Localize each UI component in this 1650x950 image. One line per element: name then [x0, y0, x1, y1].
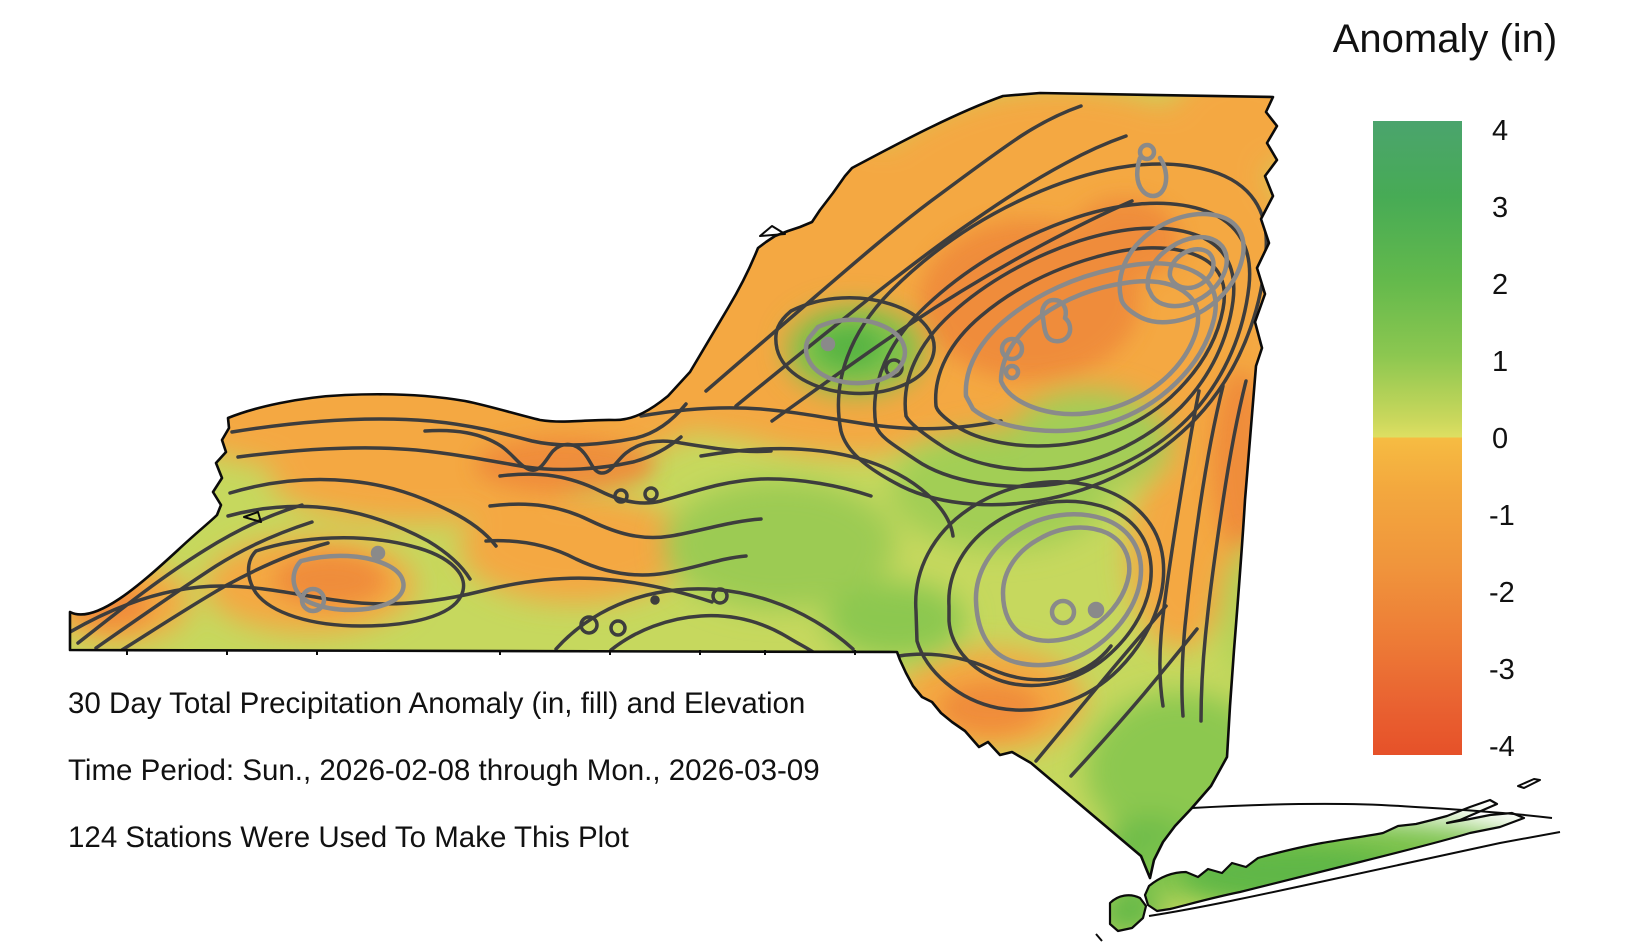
anomaly-fill-field	[70, 93, 1524, 931]
colorbar-title: Anomaly (in)	[1333, 17, 1558, 61]
caption-line-1: 30 Day Total Precipitation Anomaly (in, …	[68, 687, 805, 720]
colorbar-tick: 1	[1492, 346, 1508, 378]
colorbar-tick: -2	[1489, 577, 1515, 609]
connecticut-shoreline	[1191, 802, 1553, 819]
colorbar-tick: -1	[1489, 500, 1515, 532]
elevation-contours-high	[291, 142, 1246, 668]
colorbar-tick: 3	[1492, 192, 1508, 224]
colorbar-gradient	[1373, 121, 1462, 755]
small-coast-mark	[1095, 933, 1103, 942]
border-contour-stubs	[126, 650, 856, 655]
lake-ontario-islet-outline	[759, 225, 786, 237]
barrier-shoreline	[1148, 831, 1561, 917]
colorbar-tick-labels: 4 3 2 1 0 -1 -2 -3 -4	[1489, 115, 1515, 763]
colorbar-tick: -4	[1489, 731, 1515, 763]
colorbar-tick: 2	[1492, 269, 1508, 301]
caption-line-2: Time Period: Sun., 2026-02-08 through Mo…	[68, 754, 820, 787]
fishers-island-outline	[1517, 778, 1541, 789]
caption-line-3: 124 Stations Were Used To Make This Plot	[68, 821, 629, 854]
state-outline	[68, 91, 1561, 942]
colorbar-tick: -3	[1489, 654, 1515, 686]
grand-island-outline	[243, 511, 262, 523]
caption-block: 30 Day Total Precipitation Anomaly (in, …	[68, 687, 820, 854]
colorbar-tick: 4	[1492, 115, 1508, 147]
colorbar-tick: 0	[1492, 423, 1508, 455]
elevation-contours	[70, 104, 1269, 778]
colorbar: Anomaly (in) 4 3 2 1 0 -1 -2 -3 -4	[1333, 17, 1558, 763]
